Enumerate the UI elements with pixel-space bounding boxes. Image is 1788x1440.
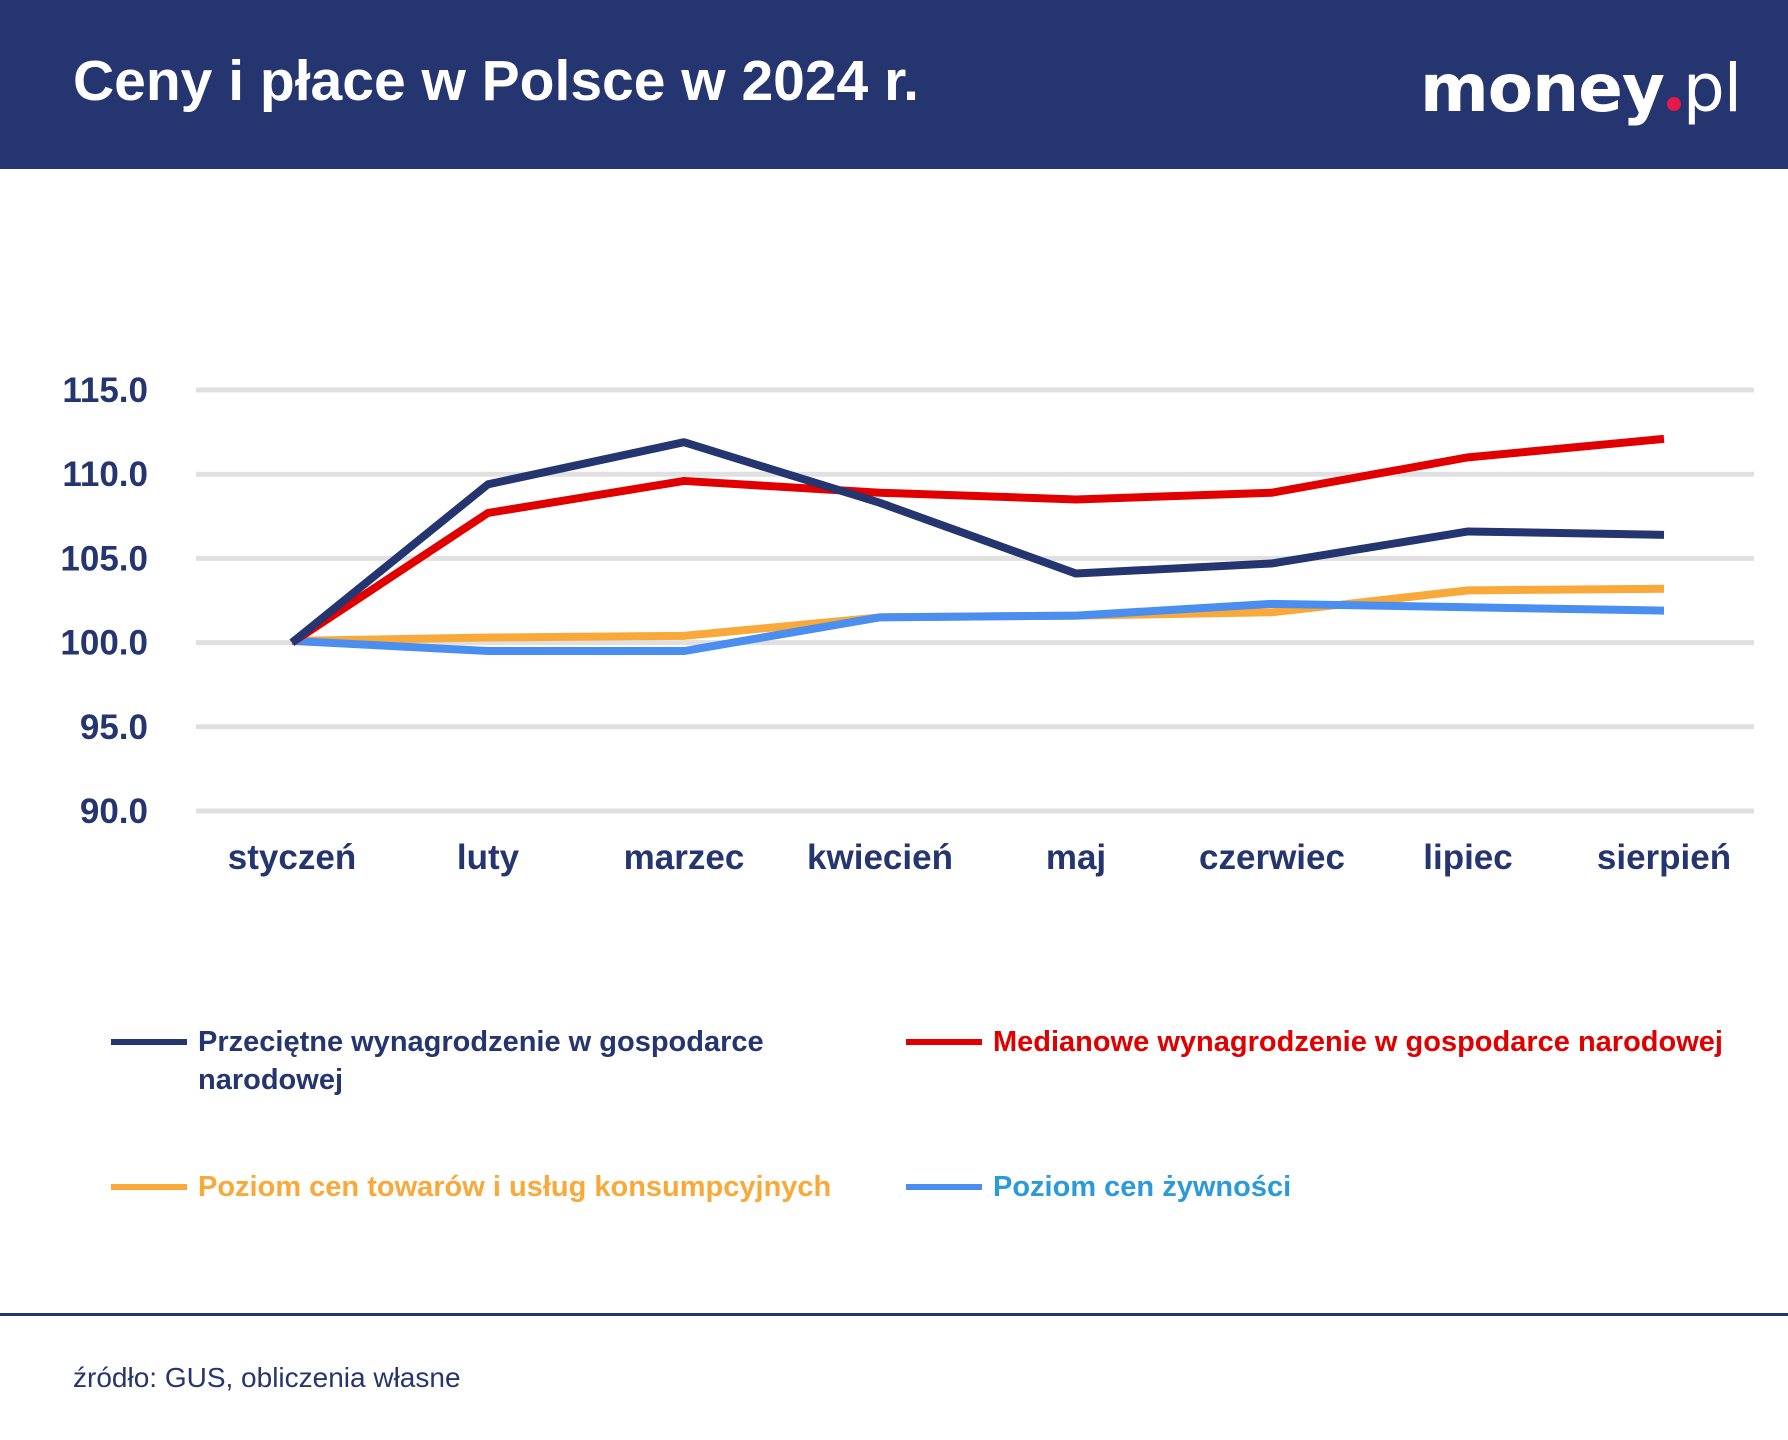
x-tick-label: czerwiec [1199, 838, 1345, 877]
legend-label: Przeciętne wynagrodzenie w gospodarce na… [198, 1026, 764, 1096]
legend-label: Medianowe wynagrodzenie w gospodarce nar… [993, 1026, 1723, 1058]
x-tick-label: maj [1046, 838, 1106, 877]
series-line [289, 434, 1665, 646]
x-tick-label: sierpień [1597, 838, 1731, 877]
x-tick-label: kwiecień [807, 838, 953, 877]
y-tick-label: 110.0 [62, 455, 148, 494]
x-tick-label: lipiec [1423, 838, 1512, 877]
source-note: źródło: GUS, obliczenia własne [73, 1362, 461, 1393]
line-chart: 90.0 95.0 100.0 105.0 110.0 115.0 styczeń luty m… [60, 371, 1754, 877]
footer-divider [0, 1313, 1788, 1316]
legend-label: Poziom cen towarów i usług konsumpcyjnyc… [198, 1171, 832, 1203]
y-tick-label: 100.0 [60, 624, 148, 663]
x-tick-label: marzec [624, 838, 745, 877]
legend-item: Poziom cen towarów i usług konsumpcyjnyc… [111, 1168, 831, 1206]
money-pl-logo: money pl [1420, 50, 1742, 127]
y-tick-label: 115.0 [62, 371, 148, 410]
legend-item: Medianowe wynagrodzenie w gospodarce nar… [906, 1023, 1723, 1061]
series-line [289, 438, 1665, 646]
series-line [291, 599, 1665, 656]
y-tick-label: 105.0 [60, 539, 148, 578]
x-tick-label: styczeń [228, 838, 356, 877]
legend-swatch [111, 1184, 187, 1190]
header-banner: Ceny i płace w Polsce w 2024 r. money pl [0, 0, 1788, 169]
legend-item: Poziom cen żywności [906, 1168, 1291, 1206]
legend-swatch [906, 1039, 982, 1045]
legend-label: Poziom cen żywności [993, 1171, 1292, 1203]
legend-item: Przeciętne wynagrodzenie w gospodarce na… [111, 1023, 798, 1099]
legend-swatch [906, 1184, 982, 1190]
y-tick-label: 90.0 [80, 792, 148, 831]
legend-swatch [111, 1039, 187, 1045]
page-title: Ceny i płace w Polsce w 2024 r. [73, 49, 919, 113]
x-tick-label: luty [457, 838, 520, 877]
y-tick-label: 95.0 [80, 708, 148, 747]
